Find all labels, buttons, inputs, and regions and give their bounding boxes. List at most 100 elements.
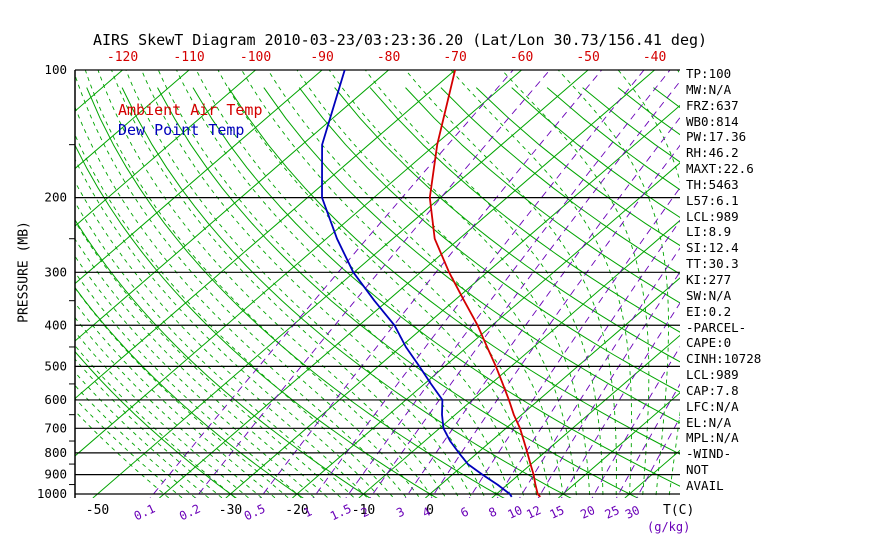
stat-line: CINH:10728 [686, 351, 762, 367]
mixing-ratio-label: 30 [623, 503, 642, 522]
dry-adiabat-line [369, 87, 680, 333]
dry-adiabat-line [298, 87, 680, 393]
stat-line: LFC:N/A [686, 398, 739, 414]
top-temp-tick-label: -120 [107, 50, 138, 65]
mixing-ratio-line [519, 247, 680, 498]
stat-line: CAPE:0 [686, 335, 732, 351]
moist-adiabat-line [75, 302, 276, 498]
dry-adiabat-line [75, 218, 371, 498]
dry-adiabat-line [86, 87, 505, 498]
mixing-ratio-label: 0.2 [177, 501, 203, 523]
stat-line: SI:12.4 [686, 240, 739, 256]
mixing-ratio-label: 0.5 [242, 501, 268, 523]
pressure-tick-label: 700 [44, 420, 67, 435]
moist-adiabat-line [296, 70, 578, 498]
bottom-temp-tick-label: 0 [426, 503, 434, 518]
moist-adiabat-line [141, 70, 486, 498]
top-temp-tick-label: -40 [643, 50, 666, 65]
pressure-tick-label: 1000 [37, 486, 67, 501]
isotherm-line [75, 70, 456, 400]
top-temp-tick-label: -50 [576, 50, 599, 65]
isotherm-line [225, 104, 680, 498]
moist-adiabat-line [75, 180, 369, 498]
moist-adiabat-line [176, 70, 512, 498]
stat-line: EI:0.2 [686, 303, 732, 319]
mixing-ratio-line [537, 271, 680, 498]
isotherm-line [558, 392, 680, 498]
moist-adiabat-line [267, 70, 565, 498]
mixing-ratio-line [345, 70, 671, 498]
moist-adiabat-line [97, 70, 447, 498]
moist-adiabat-line [557, 70, 669, 498]
stat-line: LCL:989 [686, 367, 739, 383]
legend-dew-point-temp: Dew Point Temp [118, 121, 245, 139]
stat-line: EL:N/A [686, 414, 732, 430]
stat-line: TP:100 [686, 66, 732, 81]
mixing-ratio-label: 0.1 [132, 501, 158, 523]
dry-adiabat-line [334, 87, 680, 363]
mixing-ratio-line [194, 70, 551, 498]
stat-line: RH:46.2 [686, 145, 739, 161]
bottom-temp-tick-label: -20 [285, 503, 308, 518]
moist-adiabat-line [195, 70, 525, 498]
moist-adiabat-line [75, 384, 197, 498]
pressure-tick-label: 400 [44, 317, 67, 332]
stat-line: WB0:814 [686, 113, 739, 129]
mixing-ratio-line [149, 70, 514, 498]
dry-adiabat-line [263, 87, 680, 424]
top-temp-tick-label: -60 [510, 50, 533, 65]
moist-adiabat-line [125, 70, 473, 498]
dry-adiabat-line [440, 87, 680, 275]
bottom-temp-tick-label: -50 [86, 503, 109, 518]
moist-adiabat-line [217, 70, 538, 498]
dry-adiabat-line [157, 87, 639, 498]
moist-adiabat-line [75, 287, 290, 498]
pressure-tick-label: 300 [44, 264, 67, 279]
stat-line: MW:N/A [686, 81, 732, 97]
bottom-temp-tick-label: -30 [219, 503, 242, 518]
profile-curves [321, 70, 541, 498]
legend-ambient-air-temp: Ambient Air Temp [118, 101, 263, 119]
mixing-ratio-line [430, 144, 680, 498]
dry-adiabat-line [227, 87, 680, 455]
moist-adiabat-line [405, 70, 617, 498]
isotherm-line [159, 70, 655, 498]
stat-line: FRZ:637 [686, 97, 739, 113]
top-temp-tick-label: -110 [173, 50, 204, 65]
isotherm-line [75, 70, 190, 170]
moist-adiabat-line [364, 70, 604, 498]
mixing-ratio-line [259, 70, 603, 498]
stat-line: LCL:989 [686, 208, 739, 224]
pressure-tick-label: 100 [44, 62, 67, 77]
pressure-tick-label: 600 [44, 392, 67, 407]
mixing-ratio-label: 8 [486, 505, 498, 521]
pressure-axis-label: PRESSURE (MB) [16, 221, 32, 323]
temp-unit-label: T(C) [663, 503, 694, 518]
chart-title: AIRS SkewT Diagram 2010-03-23/03:23:36.2… [92, 31, 708, 49]
isotherm-line [425, 277, 680, 498]
moist-adiabat-line [75, 255, 316, 498]
moist-adiabat-line [111, 70, 460, 498]
dry-adiabat-line [75, 286, 304, 498]
stat-line: -PARCEL- [686, 319, 747, 335]
dry-adiabat-line [121, 87, 572, 498]
moist-adiabat-line [84, 70, 434, 498]
stat-line: TH:5463 [686, 176, 739, 192]
moist-adiabat-line [241, 70, 551, 498]
stat-line: CAP:7.8 [686, 382, 739, 398]
dry-adiabat-line [192, 87, 680, 487]
mixing-ratio-label: 20 [578, 503, 597, 522]
dry-adiabat-line [75, 350, 237, 498]
isotherm-line [491, 334, 680, 498]
top-temp-tick-label: -90 [310, 50, 333, 65]
mixing-ratio-line [615, 383, 680, 498]
stat-line: -WIND- [686, 446, 732, 462]
mixing-ratio-line [312, 70, 645, 498]
stat-line: PW:17.36 [686, 129, 747, 145]
dry-adiabat-line [405, 87, 680, 304]
moist-adiabat-line [75, 73, 421, 498]
stat-line: MAXT:22.6 [686, 161, 754, 177]
moist-adiabat-line [328, 70, 591, 498]
stats-panel: TP:100 MW:N/A FRZ:637 WB0:814 PW:17.36 RH:46.… [686, 66, 761, 494]
